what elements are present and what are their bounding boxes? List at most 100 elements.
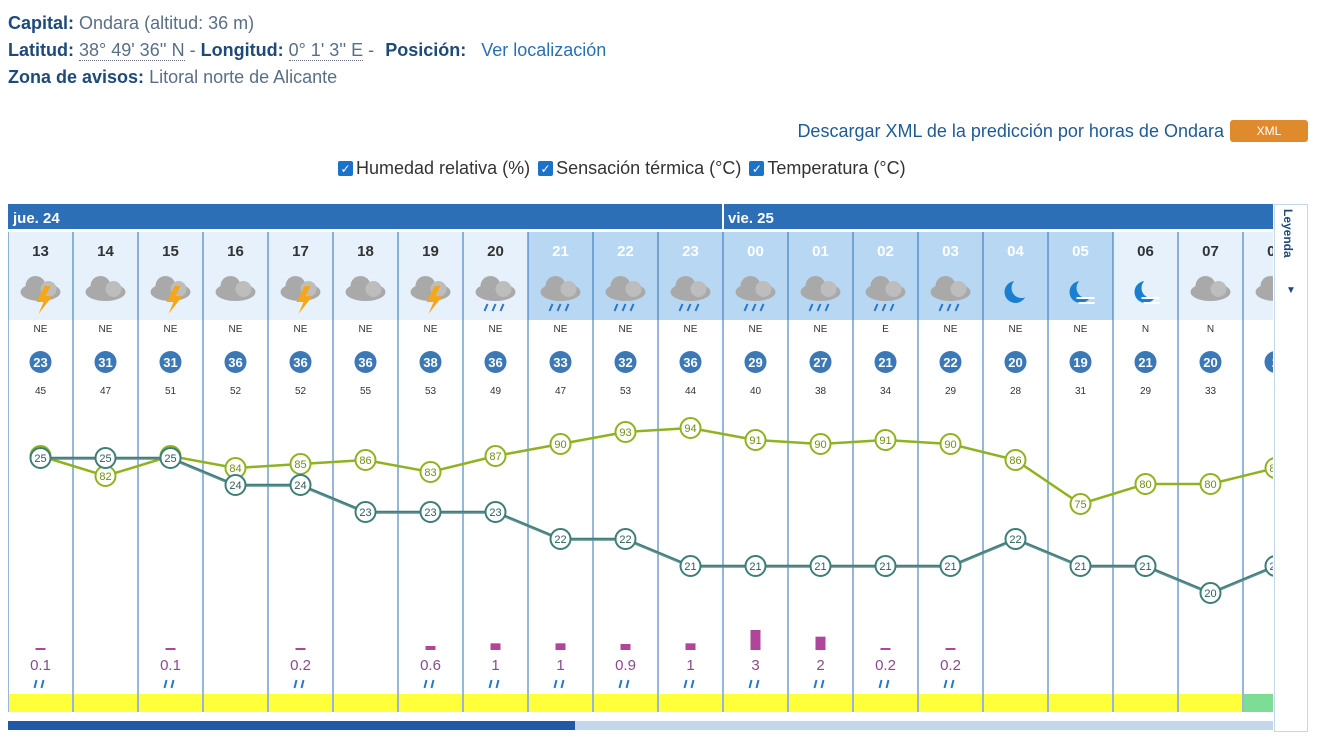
rain-drops-icon: [813, 679, 818, 689]
raindrop: [613, 303, 619, 312]
temperature-point: [614, 528, 637, 550]
hour-header-cell: [398, 232, 463, 320]
wind-speed-circle: [939, 351, 962, 373]
precipitation-value: 1: [556, 657, 564, 674]
precipitation-value: 1: [491, 657, 499, 674]
wind-speed-circle: [224, 351, 247, 373]
capital-value: Ondara (altitud: 36 m): [79, 13, 255, 33]
coords-row: Latitud: 38° 49' 36'' N - Longitud: 0° 1…: [8, 37, 606, 64]
raindrop: [873, 303, 879, 312]
humidity-value: 90: [554, 439, 566, 451]
wind-speed-circle: [419, 351, 442, 373]
warning-level-cell: [659, 694, 722, 712]
cloud-puff: [610, 276, 631, 296]
raindrop: [743, 303, 749, 312]
wind-direction-label: NE: [814, 324, 828, 335]
wind-gust-value: 33: [1205, 386, 1217, 397]
wind-direction-label: NE: [1009, 324, 1023, 335]
raindrop: [889, 303, 895, 312]
cloud-puff: [365, 281, 382, 297]
checkbox-checked-icon[interactable]: ✓: [338, 161, 353, 176]
raindrop: [816, 303, 822, 312]
cloud-puff: [690, 281, 707, 297]
hour-header-cell: [8, 232, 73, 320]
hour-header-cell: [983, 232, 1048, 320]
legend-tab[interactable]: Leyenda ▼: [1274, 204, 1308, 732]
view-location-link[interactable]: Ver localización: [481, 40, 607, 60]
warning-level-cell: [789, 694, 852, 712]
wind-speed-circle: [484, 351, 507, 373]
wind-speed-circle: [809, 351, 832, 373]
humidity-value: 91: [879, 435, 891, 447]
raindrop: [946, 303, 952, 312]
wind-speed-value: 19: [1073, 355, 1087, 370]
precipitation-value: 0.1: [160, 657, 181, 674]
hour-label: 03: [942, 243, 959, 260]
temperature-point: [1004, 528, 1027, 550]
temperature-value: 21: [749, 561, 761, 573]
download-xml-link[interactable]: Descargar XML de la predicción por horas…: [797, 120, 1224, 141]
temperature-value: 25: [34, 453, 46, 465]
rain-drops-icon: [495, 679, 500, 689]
temperature-point: [354, 501, 377, 523]
wind-speed-value: 36: [683, 355, 697, 370]
wind-direction-label: NE: [99, 324, 113, 335]
hour-label: 02: [877, 243, 894, 260]
cloud-puff: [820, 281, 837, 297]
precipitation-bar: [685, 643, 696, 650]
raindrop: [678, 303, 684, 312]
humidity-point: [549, 433, 572, 455]
xml-button[interactable]: XML: [1230, 120, 1308, 142]
wind-direction-label: NE: [944, 324, 958, 335]
rain-drops-icon: [618, 679, 623, 689]
feels-like-toggle[interactable]: ✓ Sensación térmica (°C): [538, 158, 741, 179]
humidity-point: [484, 445, 507, 467]
wind-direction-label: NE: [1074, 324, 1088, 335]
raindrop: [938, 303, 944, 312]
chart-scrollbar-thumb[interactable]: [8, 721, 575, 730]
temperature-toggle[interactable]: ✓ Temperatura (°C): [749, 158, 906, 179]
precipitation-bar: [815, 636, 826, 650]
wind-speed-value: 27: [813, 355, 827, 370]
rain-drops-icon: [488, 679, 493, 689]
wind-gust-value: 29: [1140, 386, 1152, 397]
humidity-point: [1199, 473, 1222, 495]
wind-speed-value: 31: [98, 355, 112, 370]
chart-scrollbar[interactable]: [8, 721, 1273, 730]
wind-speed-value: 29: [748, 355, 762, 370]
humidity-toggle-label: Humedad relativa (%): [356, 158, 531, 178]
humidity-toggle[interactable]: ✓ Humedad relativa (%): [338, 158, 530, 179]
hour-header-cell: [268, 232, 333, 320]
capital-row: Capital: Ondara (altitud: 36 m): [8, 10, 606, 37]
warning-level-cell: [854, 694, 917, 712]
hour-header-cell: [333, 232, 398, 320]
lightning-icon: [166, 286, 183, 314]
temperature-value: 21: [879, 561, 891, 573]
hour-label: 13: [32, 243, 49, 260]
temperature-value: 22: [554, 534, 566, 546]
temperature-value: 21: [684, 561, 696, 573]
temperature-point: [1134, 555, 1157, 577]
humidity-value: 86: [359, 455, 371, 467]
wind-gust-value: 31: [1075, 386, 1087, 397]
humidity-point: [1004, 449, 1027, 471]
precipitation-bar: [945, 648, 956, 650]
precipitation-bar: [425, 646, 436, 650]
moon-mask: [1076, 278, 1097, 298]
wind-speed-circle: [549, 351, 572, 373]
warning-level-cell: [1179, 694, 1242, 712]
wind-gust-value: 49: [490, 386, 502, 397]
wind-direction-label: NE: [359, 324, 373, 335]
day-label: jue. 24: [12, 210, 60, 227]
temperature-value: 25: [99, 453, 111, 465]
checkbox-checked-icon[interactable]: ✓: [749, 161, 765, 176]
humidity-point: [874, 429, 897, 451]
temperature-point: [809, 555, 832, 577]
capital-label: Capital:: [8, 13, 75, 33]
checkbox-checked-icon[interactable]: ✓: [538, 161, 554, 176]
cloud-puff: [220, 276, 241, 296]
temperature-point: [159, 447, 182, 469]
humidity-point: [1134, 473, 1157, 495]
raindrop: [686, 303, 692, 312]
wind-speed-circle: [1004, 351, 1027, 373]
